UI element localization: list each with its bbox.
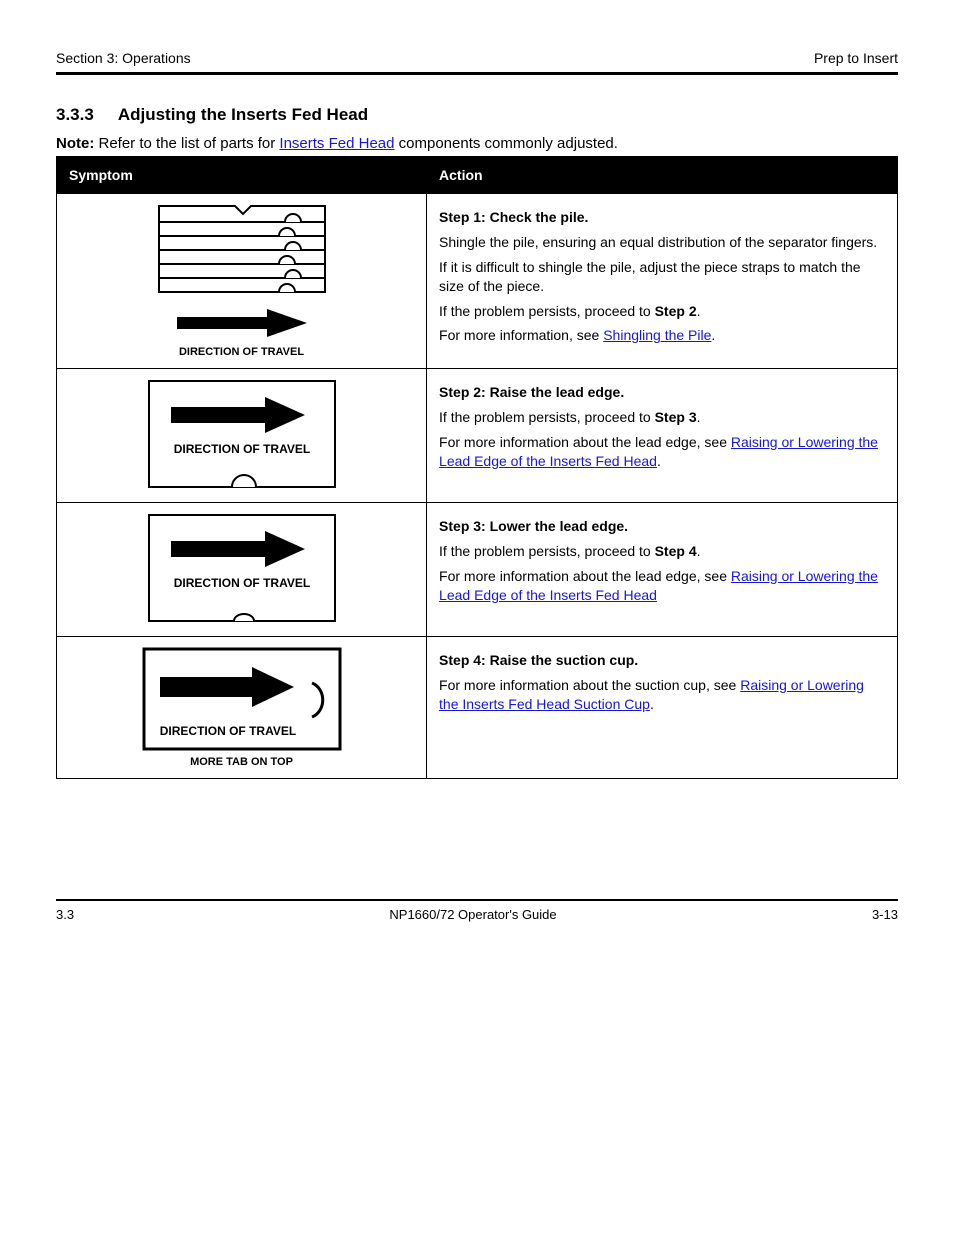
step-text: If the problem persists, proceed to Step… bbox=[439, 302, 885, 321]
symptom-cell: DIRECTION OF TRAVEL bbox=[57, 194, 427, 369]
action-cell: Step 4: Raise the suction cup. For more … bbox=[427, 637, 898, 779]
single-piece-diagram: DIRECTION OF TRAVEL bbox=[147, 513, 337, 626]
table-head-action: Action bbox=[427, 157, 898, 194]
step-text: For more information, see Shingling the … bbox=[439, 326, 885, 345]
header-left: Section 3: Operations bbox=[56, 50, 191, 66]
step-text: For more information about the suction c… bbox=[439, 676, 885, 714]
svg-text:DIRECTION OF TRAVEL: DIRECTION OF TRAVEL bbox=[159, 724, 295, 738]
step-text: For more information about the lead edge… bbox=[439, 433, 885, 471]
piece-svg: DIRECTION OF TRAVEL bbox=[147, 513, 337, 623]
section-number: 3.3.3 bbox=[56, 105, 94, 125]
footer-rule bbox=[56, 899, 898, 901]
piece-tab-svg: DIRECTION OF TRAVEL bbox=[142, 647, 342, 751]
table-row: DIRECTION OF TRAVEL Step 3: Lower the le… bbox=[57, 503, 898, 637]
table-row: DIRECTION OF TRAVEL Step 1: Check the pi… bbox=[57, 194, 898, 369]
step-title: Step 3: Lower the lead edge. bbox=[439, 517, 885, 536]
single-piece-diagram: DIRECTION OF TRAVEL bbox=[147, 379, 337, 492]
page-header: Section 3: Operations Prep to Insert bbox=[56, 50, 898, 66]
action-cell: Step 3: Lower the lead edge. If the prob… bbox=[427, 503, 898, 637]
page-footer: 3.3 NP1660/72 Operator's Guide 3-13 bbox=[56, 899, 898, 922]
arrow-icon bbox=[177, 309, 307, 337]
stack-svg bbox=[157, 204, 327, 300]
section-heading: 3.3.3 Adjusting the Inserts Fed Head bbox=[56, 105, 898, 125]
header-rule bbox=[56, 72, 898, 75]
step-text: If it is difficult to shingle the pile, … bbox=[439, 258, 885, 296]
step-title: Step 4: Raise the suction cup. bbox=[439, 651, 885, 670]
section-title: Adjusting the Inserts Fed Head bbox=[118, 105, 368, 125]
link-lead-edge[interactable]: Raising or Lowering the Lead Edge of the… bbox=[439, 434, 878, 469]
step-text: If the problem persists, proceed to Step… bbox=[439, 542, 885, 561]
stack-diagram: DIRECTION OF TRAVEL bbox=[157, 204, 327, 358]
page-container: Section 3: Operations Prep to Insert 3.3… bbox=[0, 0, 954, 962]
table-row: DIRECTION OF TRAVEL Step 2: Raise the le… bbox=[57, 369, 898, 503]
symptom-action-table: Symptom Action bbox=[56, 156, 898, 779]
footer-left: 3.3 bbox=[56, 907, 74, 922]
svg-text:DIRECTION OF TRAVEL: DIRECTION OF TRAVEL bbox=[173, 576, 309, 590]
step-title: Step 2: Raise the lead edge. bbox=[439, 383, 885, 402]
header-right: Prep to Insert bbox=[814, 50, 898, 66]
link-suction-cup[interactable]: Raising or Lowering the Inserts Fed Head… bbox=[439, 677, 864, 712]
symptom-cell: DIRECTION OF TRAVEL bbox=[57, 503, 427, 637]
direction-label: DIRECTION OF TRAVEL bbox=[157, 346, 327, 358]
note-rest: Refer to the list of parts for Inserts F… bbox=[99, 135, 618, 152]
symptom-cell: DIRECTION OF TRAVEL MORE TAB ON TOP bbox=[57, 637, 427, 779]
action-cell: Step 2: Raise the lead edge. If the prob… bbox=[427, 369, 898, 503]
footer-right: 3-13 bbox=[872, 907, 898, 922]
link-shingling[interactable]: Shingling the Pile bbox=[603, 327, 711, 343]
note-link[interactable]: Inserts Fed Head bbox=[279, 135, 394, 152]
link-lead-edge[interactable]: Raising or Lowering the Lead Edge of the… bbox=[439, 568, 878, 603]
note-line: Note: Refer to the list of parts for Ins… bbox=[56, 135, 898, 152]
table-row: DIRECTION OF TRAVEL MORE TAB ON TOP Step… bbox=[57, 637, 898, 779]
footer-center: NP1660/72 Operator's Guide bbox=[389, 907, 556, 922]
step-text: Shingle the pile, ensuring an equal dist… bbox=[439, 233, 885, 252]
table-header-row: Symptom Action bbox=[57, 157, 898, 194]
step-text: For more information about the lead edge… bbox=[439, 567, 885, 605]
piece-svg: DIRECTION OF TRAVEL bbox=[147, 379, 337, 489]
single-piece-tab-diagram: DIRECTION OF TRAVEL MORE TAB ON TOP bbox=[142, 647, 342, 768]
table-head-symptom: Symptom bbox=[57, 157, 427, 194]
step-text: If the problem persists, proceed to Step… bbox=[439, 408, 885, 427]
svg-text:DIRECTION OF TRAVEL: DIRECTION OF TRAVEL bbox=[173, 442, 309, 456]
symptom-cell: DIRECTION OF TRAVEL bbox=[57, 369, 427, 503]
step-title: Step 1: Check the pile. bbox=[439, 208, 885, 227]
note-prefix-b: Note: bbox=[56, 135, 94, 152]
note-prefix: Note: bbox=[56, 135, 94, 152]
action-cell: Step 1: Check the pile. Shingle the pile… bbox=[427, 194, 898, 369]
subcaption: MORE TAB ON TOP bbox=[142, 756, 342, 768]
